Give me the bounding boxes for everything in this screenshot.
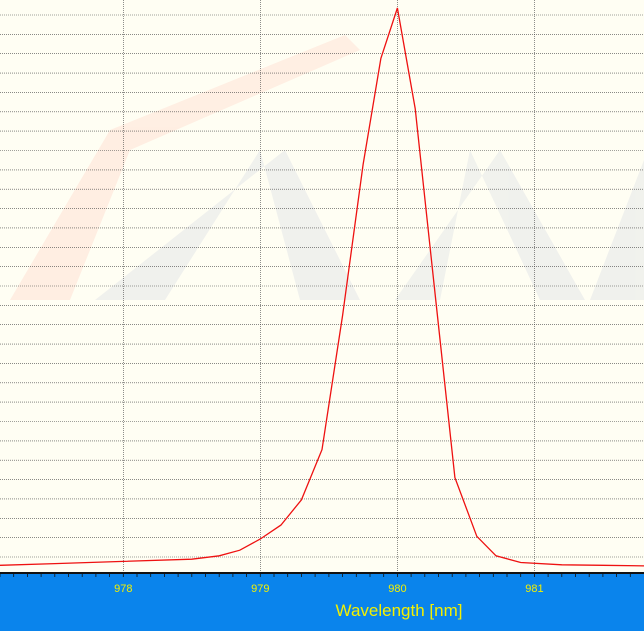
vertical-grid bbox=[123, 0, 535, 572]
watermark-logo bbox=[10, 35, 644, 300]
x-tick-label: 981 bbox=[525, 583, 543, 595]
horizontal-grid bbox=[0, 14, 644, 558]
x-axis-band bbox=[0, 572, 644, 631]
x-tick-label: 978 bbox=[114, 583, 132, 595]
x-tick-labels: 978 979 980 981 bbox=[114, 583, 543, 595]
x-axis-minor-ticks bbox=[0, 574, 631, 577]
x-tick-label: 979 bbox=[251, 583, 269, 595]
x-axis-title: Wavelength [nm] bbox=[336, 601, 463, 620]
x-tick-label: 980 bbox=[388, 583, 406, 595]
series-line bbox=[0, 7, 644, 567]
